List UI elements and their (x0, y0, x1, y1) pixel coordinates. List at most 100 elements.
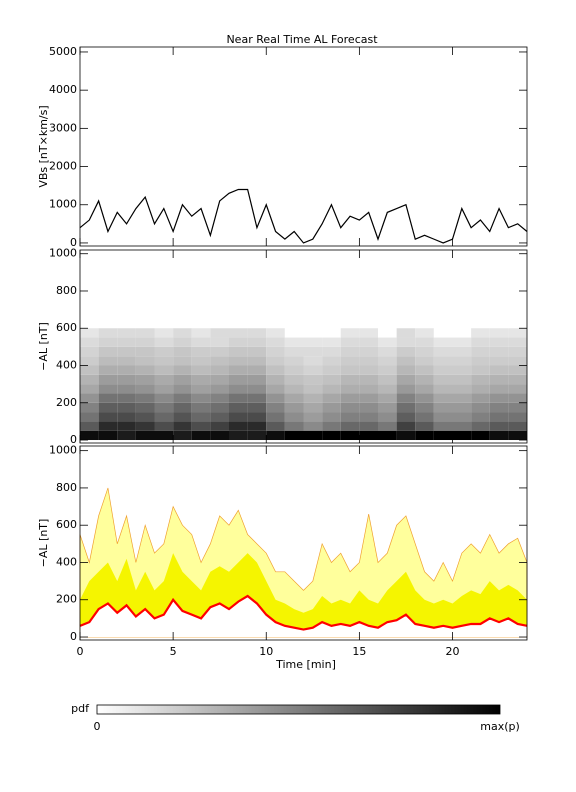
y-tick-label: 0 (70, 433, 77, 446)
pdf-cell (452, 374, 472, 385)
pdf-cell (396, 412, 416, 422)
x-tick-label: 20 (446, 645, 460, 658)
pdf-cell (154, 421, 174, 431)
pdf-cell (433, 356, 453, 366)
pdf-cell (229, 430, 248, 441)
pdf-cell (210, 356, 229, 366)
pdf-cell (471, 374, 490, 385)
pdf-cell (80, 393, 99, 403)
pdf-cell (471, 356, 490, 366)
pdf-cell (303, 412, 323, 422)
pdf-cell (433, 384, 453, 394)
pdf-cell (247, 412, 267, 422)
pdf-cell (340, 412, 360, 422)
pdf-cell (452, 346, 472, 357)
pdf-cell (284, 430, 304, 441)
pdf-cell (229, 402, 248, 413)
pdf-cell (452, 384, 472, 394)
pdf-cell (210, 430, 229, 441)
pdf-cell (266, 337, 285, 347)
pdf-cell (98, 430, 118, 441)
y-tick-label: 800 (56, 481, 77, 494)
pdf-cell (154, 393, 174, 403)
pdf-cell (284, 374, 304, 385)
pdf-cell (396, 402, 416, 413)
pdf-cell (135, 356, 155, 366)
x-tick-label: 0 (77, 645, 84, 658)
pdf-cell (396, 346, 416, 357)
pdf-cell (378, 402, 397, 413)
pdf-cell (303, 384, 323, 394)
y-tick-label: 1000 (49, 198, 77, 211)
y-tick-label: 5000 (49, 45, 77, 58)
pdf-cell (117, 337, 136, 347)
pdf-cell (266, 393, 285, 403)
pdf-cell (322, 356, 341, 366)
pdf-cell (98, 328, 118, 338)
pdf-cell (322, 346, 341, 357)
y-tick-label: 0 (70, 236, 77, 249)
pdf-cell (452, 365, 472, 375)
pdf-cell (229, 374, 248, 385)
pdf-cell (415, 393, 434, 403)
pdf-cell (396, 328, 416, 338)
pdf-cell (173, 384, 192, 394)
pdf-cell (80, 374, 99, 385)
pdf-cell (98, 393, 118, 403)
pdf-cell (396, 421, 416, 431)
y-tick-label: 400 (56, 555, 77, 568)
pdf-cell (173, 346, 192, 357)
pdf-cell (489, 346, 509, 357)
pdf-cell (322, 402, 341, 413)
pdf-cell (322, 374, 341, 385)
pdf-cell (98, 384, 118, 394)
pdf-cell (191, 346, 211, 357)
median-line (79, 594, 528, 631)
plot-frame (79, 445, 528, 641)
pdf-cell (135, 421, 155, 431)
plot-frame (79, 46, 528, 247)
pdf-cell (173, 337, 192, 347)
pdf-cell (98, 346, 118, 357)
pdf-cell (135, 346, 155, 357)
pdf-cell (247, 346, 267, 357)
pdf-cell (173, 328, 192, 338)
pdf-cell (191, 402, 211, 413)
pdf-cell (284, 365, 304, 375)
pdf-cell (508, 430, 527, 441)
pdf-cell (471, 421, 490, 431)
pdf-cell (303, 328, 323, 338)
pdf-cell (135, 337, 155, 347)
pdf-cell (396, 384, 416, 394)
pdf-cell (396, 374, 416, 385)
pdf-cell (378, 346, 397, 357)
pdf-cell (117, 374, 136, 385)
pdf-cell (154, 412, 174, 422)
pdf-cell (508, 384, 527, 394)
pdf-cell (117, 412, 136, 422)
pdf-cell (396, 365, 416, 375)
pdf-cell (80, 402, 99, 413)
pdf-cell (471, 402, 490, 413)
pdf-cell (173, 393, 192, 403)
pdf-cell (191, 421, 211, 431)
pdf-cell (359, 346, 378, 357)
pdf-cell (135, 430, 155, 441)
pdf-cell (340, 346, 360, 357)
pdf-cell (210, 346, 229, 357)
pdf-cell (117, 393, 136, 403)
pdf-cell (284, 402, 304, 413)
pdf-cell (173, 421, 192, 431)
pdf-cell (471, 337, 490, 347)
pdf-cell (508, 356, 527, 366)
pdf-cell (508, 421, 527, 431)
pdf-cell (340, 402, 360, 413)
pdf-cell (359, 402, 378, 413)
pdf-cell (266, 374, 285, 385)
pdf-cell (191, 384, 211, 394)
pdf-cell (229, 346, 248, 357)
pdf-cell (154, 374, 174, 385)
pdf-cell (471, 365, 490, 375)
pdf-cell (247, 384, 267, 394)
pdf-cell (378, 365, 397, 375)
